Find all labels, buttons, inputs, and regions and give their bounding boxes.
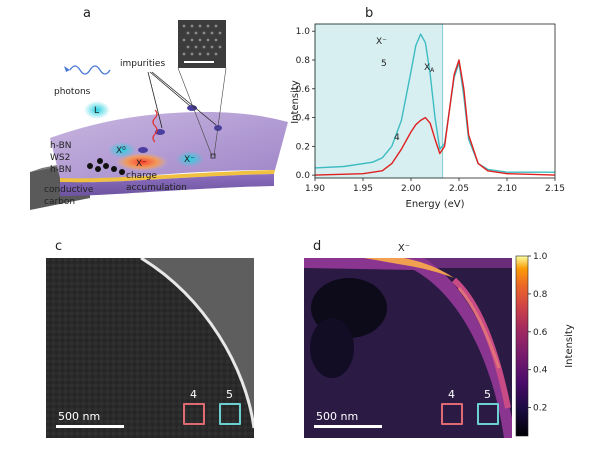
y-tick-label: 0.0 — [296, 171, 311, 181]
label-photons: photons — [54, 87, 91, 97]
spectrum-chart: 1.90 1.95 2.00 2.05 2.10 2.15 0.0 0.2 0.4 0.6 0.8 1… — [290, 23, 565, 210]
series-line-4 — [314, 59, 556, 176]
label-impurities: impurities — [120, 59, 165, 69]
region-box-5-d — [477, 403, 499, 425]
impurity-arrows — [147, 71, 217, 129]
label-ws2: WS2 — [50, 153, 70, 163]
impurity-2 — [187, 105, 197, 111]
shaded-region — [314, 23, 444, 179]
label-X0: X⁰ — [116, 146, 126, 156]
y-tick-label: 0.2 — [296, 142, 310, 152]
exciton-glow-cyan-3 — [84, 101, 110, 119]
label-hbn-top: h-BN — [50, 141, 72, 151]
colorbar-gradient — [515, 255, 529, 437]
x-axis-title: Energy (eV) — [406, 199, 465, 210]
y-tick-label: 0.6 — [296, 85, 311, 95]
colorbar-tick-label: 0.4 — [533, 366, 548, 376]
x-tick-label: 2.15 — [545, 184, 565, 194]
y-tick-label: 0.8 — [296, 56, 311, 66]
device-schematic: photons impurities h-BN WS2 h-BN conduct… — [30, 20, 288, 210]
annotation-exciton: XA — [424, 63, 435, 74]
panel-letter-c: c — [55, 239, 63, 254]
exciton-glow-cyan-1 — [108, 142, 136, 158]
trion-glow-red — [116, 153, 168, 171]
colorbar-tick-label: 0.8 — [533, 290, 548, 300]
panel-letter-d: d — [313, 239, 322, 254]
heterostructure-side — [60, 174, 274, 196]
charge-markers — [87, 158, 125, 175]
label-L: L — [94, 106, 99, 116]
x-tick-label: 2.10 — [497, 184, 517, 194]
series-label-4: 4 — [394, 133, 400, 143]
label-Xminus-2: X⁻ — [184, 155, 195, 165]
x-tick-label: 1.95 — [353, 184, 373, 194]
region-box-4-c — [183, 403, 205, 425]
colorbar-tick-label: 0.2 — [533, 404, 547, 414]
annotation-trion: X⁻ — [376, 37, 387, 47]
x-tick-label: 2.05 — [449, 184, 469, 194]
region-box-4-d — [441, 403, 463, 425]
label-carbon: carbon — [44, 197, 75, 207]
emission-wave — [152, 109, 158, 143]
plot-frame — [314, 23, 556, 179]
region-box-5-c — [219, 403, 241, 425]
exciton-glow-cyan-2 — [176, 151, 204, 167]
stem-lattice — [182, 24, 222, 56]
y-tick-label: 1.0 — [296, 27, 311, 37]
label-Xminus-1: X⁻ — [136, 159, 147, 169]
colorbar-tick-label: 1.0 — [533, 252, 548, 262]
label-hbn-bottom: h-BN — [50, 165, 72, 175]
x-tick-label: 2.00 — [401, 184, 421, 194]
x-tick-label: 1.90 — [305, 184, 325, 194]
series-line-5 — [314, 33, 555, 173]
label-conductive: conductive — [44, 185, 94, 195]
ws2-layer — [60, 170, 275, 183]
heterostructure-top — [50, 112, 288, 179]
map-title: X⁻ — [398, 243, 410, 254]
panel-letter-a: a — [83, 6, 91, 21]
impurity-4 — [138, 147, 148, 153]
colorbar-label: Intensity — [564, 324, 575, 368]
series-label-5: 5 — [381, 59, 387, 69]
y-axis-title: Intensity — [290, 80, 301, 124]
y-tick-label: 0.4 — [296, 114, 311, 124]
colorbar: 1.0 0.8 0.6 0.4 0.2 Intensity — [515, 252, 575, 437]
label-charge: charge — [126, 171, 157, 181]
label-accumulation: accumulation — [126, 183, 187, 193]
colorbar-tick-label: 0.6 — [533, 328, 548, 338]
panel-letter-b: b — [365, 6, 374, 21]
stem-inset — [178, 20, 226, 68]
photon-wave — [69, 65, 111, 75]
trion-intensity-map — [304, 258, 512, 438]
